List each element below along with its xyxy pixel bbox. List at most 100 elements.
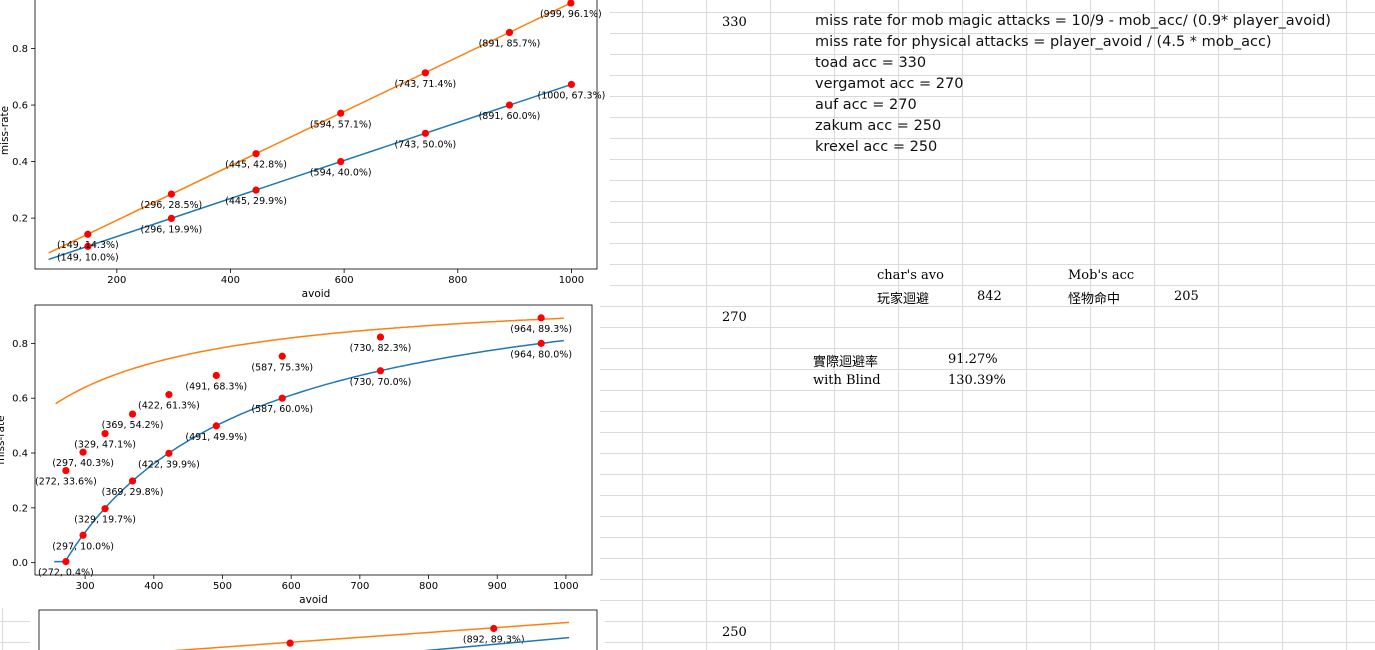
data-point-orange — [165, 391, 173, 399]
mob-acc-cn-label[interactable]: 怪物命中 — [1068, 292, 1121, 307]
data-label-blue: (445, 29.9%) — [225, 196, 287, 207]
data-label-blue: (1000, 67.3%) — [538, 90, 606, 101]
chart-curve-svg: 300 400 500 600 700 800 900 1000 0.0 0.2 0.4 0.6 0.8… — [0, 304, 593, 606]
data-point-orange — [537, 314, 545, 322]
mob-acc-value[interactable]: 205 — [1174, 289, 1199, 304]
data-point-blue — [62, 557, 70, 566]
data-label-orange: (297, 40.3%) — [52, 458, 114, 469]
data-label-orange: (422, 61.3%) — [138, 401, 200, 412]
x-tick-label: 1000 — [553, 581, 578, 592]
data-label-orange: (329, 47.1%) — [74, 440, 136, 451]
cell-acc-330[interactable]: 330 — [722, 15, 747, 30]
data-label-blue: (594, 40.0%) — [310, 168, 372, 179]
data-point-blue — [278, 394, 286, 402]
x-tick-label: 200 — [107, 275, 126, 286]
note-vergamot-acc[interactable]: vergamot acc = 270 — [815, 76, 964, 92]
chart-linear-svg: 20040060080010000.20.40.60.81.0avoidmiss… — [0, 0, 606, 300]
data-point-orange — [376, 333, 385, 341]
data-label-orange: (730, 82.3%) — [350, 343, 412, 354]
y-tick-label: 0.0 — [12, 558, 28, 569]
data-label-blue: (296, 19.9%) — [140, 224, 202, 235]
x-tick-label: 500 — [213, 581, 232, 592]
data-point-orange — [337, 109, 345, 117]
data-label-orange: (892, 89.3%) — [463, 635, 525, 646]
x-tick-label: 400 — [144, 581, 163, 592]
data-label-orange: (296, 28.5%) — [140, 200, 202, 211]
cell-acc-270[interactable]: 270 — [722, 310, 747, 325]
data-point-blue — [101, 505, 109, 513]
chart-miss-rate-partial[interactable]: (892, 89.3%) — [30, 608, 605, 650]
data-label-blue: (587, 60.0%) — [251, 404, 313, 415]
data-label-orange: (491, 68.3%) — [185, 381, 247, 392]
data-point-blue — [567, 80, 576, 89]
data-point-orange — [167, 190, 175, 198]
note-zakum-acc[interactable]: zakum acc = 250 — [815, 118, 942, 134]
x-tick-label: 600 — [335, 275, 354, 286]
data-label-orange: (743, 71.4%) — [395, 79, 457, 90]
data-label-blue: (891, 60.0%) — [479, 111, 541, 122]
data-point-blue — [79, 531, 87, 539]
data-point-blue — [537, 339, 545, 347]
x-tick-label: 600 — [282, 581, 301, 592]
chart-miss-rate-curve[interactable]: 300 400 500 600 700 800 900 1000 0.0 0.2 0.4 0.6 0.8… — [0, 303, 600, 608]
data-point-orange — [128, 410, 137, 418]
note-auf-acc[interactable]: auf acc = 270 — [815, 97, 917, 113]
note-toad-acc[interactable]: toad acc = 330 — [815, 55, 927, 71]
blind-label[interactable]: with Blind — [813, 373, 881, 388]
x-tick-label: 300 — [76, 581, 95, 592]
data-label-orange: (891, 85.7%) — [479, 38, 541, 49]
mob-acc-label[interactable]: Mob's acc — [1068, 268, 1135, 283]
x-axis-label: avoid — [299, 594, 328, 606]
player-avoid-value[interactable]: 842 — [977, 289, 1002, 304]
data-label-orange: (149, 14.3%) — [57, 240, 119, 251]
data-point-blue — [84, 242, 92, 250]
player-avoid-label[interactable]: 玩家迴避 — [877, 292, 930, 307]
series-line-orange — [172, 621, 570, 650]
y-tick-label: 0.2 — [12, 214, 28, 225]
data-label-orange: (587, 75.3%) — [251, 362, 313, 373]
data-point-blue — [421, 129, 429, 137]
y-tick-label: 0.4 — [12, 449, 28, 460]
data-point-orange — [84, 230, 92, 238]
data-label-orange: (999, 96.1%) — [540, 9, 602, 20]
actual-evasion-value[interactable]: 91.27% — [948, 352, 998, 367]
data-point-blue — [337, 157, 345, 166]
note-krexel-acc[interactable]: krexel acc = 250 — [815, 139, 938, 155]
series-line-orange — [55, 317, 564, 405]
y-tick-label: 0.2 — [12, 503, 28, 514]
data-point-orange — [421, 69, 429, 77]
data-point-orange — [252, 150, 260, 158]
data-point-blue — [128, 477, 137, 485]
data-label-orange: (272, 33.6%) — [35, 477, 97, 488]
x-tick-label: 700 — [350, 581, 369, 592]
x-tick-label: 900 — [488, 581, 507, 592]
y-tick-label: 0.4 — [12, 157, 28, 168]
x-tick-label: 400 — [221, 275, 240, 286]
series-line-blue — [48, 83, 572, 261]
data-label-blue: (422, 39.9%) — [138, 459, 200, 470]
cell-acc-250[interactable]: 250 — [722, 625, 747, 640]
chart-miss-rate-linear[interactable]: 20040060080010000.20.40.60.81.0avoidmiss… — [0, 0, 610, 303]
data-point-blue — [212, 422, 220, 430]
note-physical-formula[interactable]: miss rate for physical attacks = player_… — [815, 34, 1272, 50]
y-tick-label: 0.8 — [12, 339, 28, 350]
data-label-blue: (272, 0.4%) — [38, 568, 94, 579]
y-tick-label: 0.6 — [12, 394, 28, 405]
y-axis-label: miss-rate — [0, 106, 11, 155]
data-point-orange — [101, 429, 109, 438]
char-avo-label[interactable]: char's avo — [877, 268, 944, 283]
data-label-blue: (743, 50.0%) — [395, 139, 457, 150]
data-label-blue: (297, 10.0%) — [52, 541, 114, 552]
x-tick-label: 800 — [448, 275, 467, 286]
x-tick-label: 1000 — [559, 275, 584, 286]
data-point-orange — [567, 0, 575, 7]
data-point-blue — [505, 101, 514, 109]
data-label-orange: (369, 54.2%) — [102, 420, 164, 431]
plot-frame — [34, 0, 598, 270]
note-magic-formula[interactable]: miss rate for mob magic attacks = 10/9 -… — [815, 13, 1331, 29]
blind-value[interactable]: 130.39% — [948, 373, 1006, 388]
data-label-blue: (730, 70.0%) — [350, 377, 412, 388]
data-point-blue — [376, 367, 385, 375]
data-point-blue — [252, 186, 260, 194]
actual-evasion-label[interactable]: 實際迴避率 — [813, 355, 879, 370]
